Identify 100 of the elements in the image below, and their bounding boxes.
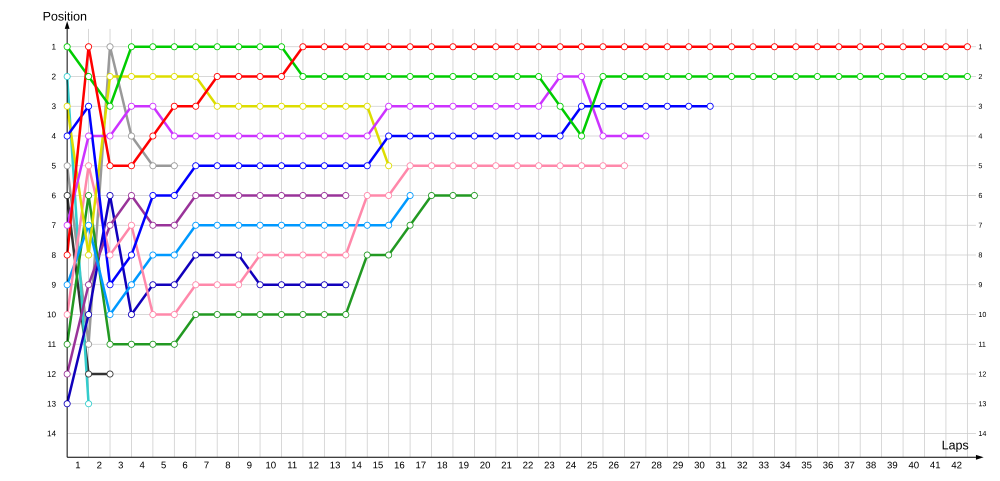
point — [278, 192, 286, 199]
point — [256, 132, 264, 140]
point — [492, 132, 500, 140]
x-tick-label: 40 — [908, 461, 919, 468]
point — [192, 72, 200, 80]
point — [492, 72, 500, 80]
x-tick-label: 6 — [182, 461, 188, 468]
point — [449, 132, 456, 140]
point — [385, 43, 392, 50]
point — [106, 72, 114, 80]
point — [214, 310, 221, 318]
point — [170, 251, 178, 258]
point — [128, 340, 135, 348]
point — [214, 281, 221, 288]
point — [64, 370, 71, 378]
point — [106, 222, 114, 229]
point — [428, 132, 436, 140]
x-tick-label: 12 — [309, 461, 318, 468]
point — [620, 72, 628, 80]
point — [128, 310, 135, 318]
point — [320, 251, 328, 258]
point — [878, 43, 886, 50]
point — [814, 72, 821, 80]
point — [256, 251, 264, 258]
point — [856, 72, 864, 80]
point — [170, 310, 178, 318]
point — [64, 132, 71, 140]
point — [470, 43, 478, 50]
point — [470, 72, 478, 80]
point — [664, 102, 671, 110]
point — [664, 43, 671, 50]
point — [406, 192, 414, 199]
point — [256, 192, 264, 199]
point — [920, 72, 928, 80]
point — [620, 43, 628, 50]
point — [85, 72, 92, 80]
y-tick-label: 8 — [52, 252, 56, 258]
point — [385, 192, 392, 199]
point — [342, 102, 350, 110]
point — [599, 102, 607, 110]
x-tick-label: 27 — [630, 461, 640, 468]
point — [235, 132, 242, 140]
x-tick-label: 9 — [247, 461, 252, 468]
point — [578, 72, 586, 80]
point — [406, 132, 414, 140]
point — [106, 43, 114, 50]
point — [685, 102, 692, 110]
point — [85, 43, 92, 50]
point — [320, 43, 328, 50]
x-tick-label: 7 — [204, 461, 209, 468]
x-tick-label: 42 — [952, 461, 962, 468]
point — [620, 162, 628, 170]
point — [578, 102, 586, 110]
point — [214, 251, 221, 258]
y-axis-title: Position — [44, 11, 86, 21]
x-tick-label: 32 — [737, 461, 748, 468]
point — [342, 310, 350, 318]
point — [385, 222, 392, 229]
x-tick-label: 41 — [930, 461, 940, 468]
x-tick-label: 10 — [266, 461, 276, 468]
point — [235, 43, 242, 50]
point — [278, 251, 286, 258]
point — [364, 102, 371, 110]
x-tick-label: 15 — [373, 461, 383, 468]
point — [535, 102, 542, 110]
y-tick-label: 4 — [52, 133, 56, 139]
point — [128, 132, 135, 140]
point — [278, 43, 286, 50]
point — [320, 132, 328, 140]
point — [278, 102, 286, 110]
point — [578, 43, 586, 50]
point — [535, 72, 542, 80]
point — [149, 192, 156, 199]
point — [470, 162, 478, 170]
point — [364, 251, 371, 258]
point — [299, 222, 306, 229]
point — [64, 222, 71, 229]
x-tick-label: 26 — [608, 461, 619, 468]
point — [106, 281, 114, 288]
point — [278, 281, 286, 288]
point — [814, 43, 821, 50]
point — [900, 72, 907, 80]
point — [256, 162, 264, 170]
point — [535, 132, 542, 140]
point — [964, 43, 971, 50]
point — [170, 192, 178, 199]
point — [385, 72, 392, 80]
point — [64, 310, 71, 318]
point — [514, 102, 521, 110]
point — [514, 132, 521, 140]
point — [64, 281, 71, 288]
point — [85, 251, 92, 258]
y-tick-label: 13 — [48, 400, 56, 406]
point — [578, 132, 586, 140]
point — [299, 43, 306, 50]
point — [706, 102, 714, 110]
point — [685, 72, 692, 80]
point — [192, 251, 200, 258]
point — [364, 222, 371, 229]
point — [256, 72, 264, 80]
